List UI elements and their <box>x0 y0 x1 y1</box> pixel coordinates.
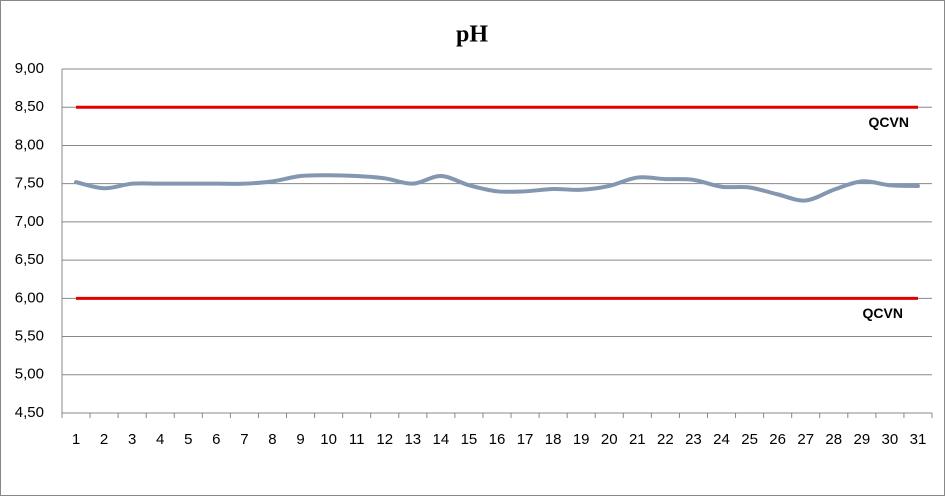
y-tick-label: 7,50 <box>15 175 44 192</box>
x-tick-label: 24 <box>713 431 730 448</box>
x-tick-label: 21 <box>629 431 646 448</box>
x-tick-label: 1 <box>72 431 80 448</box>
x-tick-label: 14 <box>433 431 450 448</box>
data-line <box>74 173 920 203</box>
x-tick-label: 25 <box>741 431 758 448</box>
x-tick-label: 17 <box>517 431 534 448</box>
x-tick-label: 5 <box>184 431 192 448</box>
x-tick-label: 12 <box>376 431 393 448</box>
x-tick-label: 27 <box>797 431 814 448</box>
x-tick-label: 7 <box>240 431 248 448</box>
x-tick-label: 15 <box>461 431 478 448</box>
x-tick-label: 16 <box>489 431 506 448</box>
x-tick-label: 28 <box>825 431 842 448</box>
x-tick-label: 9 <box>296 431 304 448</box>
x-tick-label: 29 <box>853 431 870 448</box>
chart-title: pH <box>456 22 488 48</box>
y-tick-label: 4,50 <box>15 404 44 421</box>
x-tick-label: 30 <box>882 431 899 448</box>
y-tick-label: 5,00 <box>15 366 44 383</box>
x-tick-label: 26 <box>769 431 786 448</box>
x-tick-label: 11 <box>349 431 365 448</box>
y-tick-label: 6,50 <box>15 251 44 268</box>
x-tick-label: 6 <box>212 431 220 448</box>
reference-label: QCVN <box>869 114 909 130</box>
x-tick-label: 3 <box>128 431 136 448</box>
x-tick-label: 22 <box>657 431 674 448</box>
x-tick-label: 2 <box>100 431 108 448</box>
x-tick-label: 23 <box>685 431 702 448</box>
reference-label: QCVN <box>863 305 903 321</box>
x-tick-label: 8 <box>268 431 276 448</box>
x-tick-label: 18 <box>545 431 562 448</box>
x-tick-label: 13 <box>404 431 421 448</box>
y-tick-label: 5,50 <box>15 328 44 345</box>
x-tick-label: 4 <box>156 431 164 448</box>
y-tick-label: 6,00 <box>15 289 44 306</box>
y-tick-label: 9,00 <box>15 60 44 77</box>
x-tick-label: 10 <box>320 431 337 448</box>
x-tick-label: 20 <box>601 431 618 448</box>
y-tick-label: 8,00 <box>15 136 44 153</box>
x-tick-label: 19 <box>573 431 590 448</box>
y-tick-label: 8,50 <box>15 98 44 115</box>
y-tick-label: 7,00 <box>15 213 44 230</box>
x-tick-label: 31 <box>910 431 927 448</box>
